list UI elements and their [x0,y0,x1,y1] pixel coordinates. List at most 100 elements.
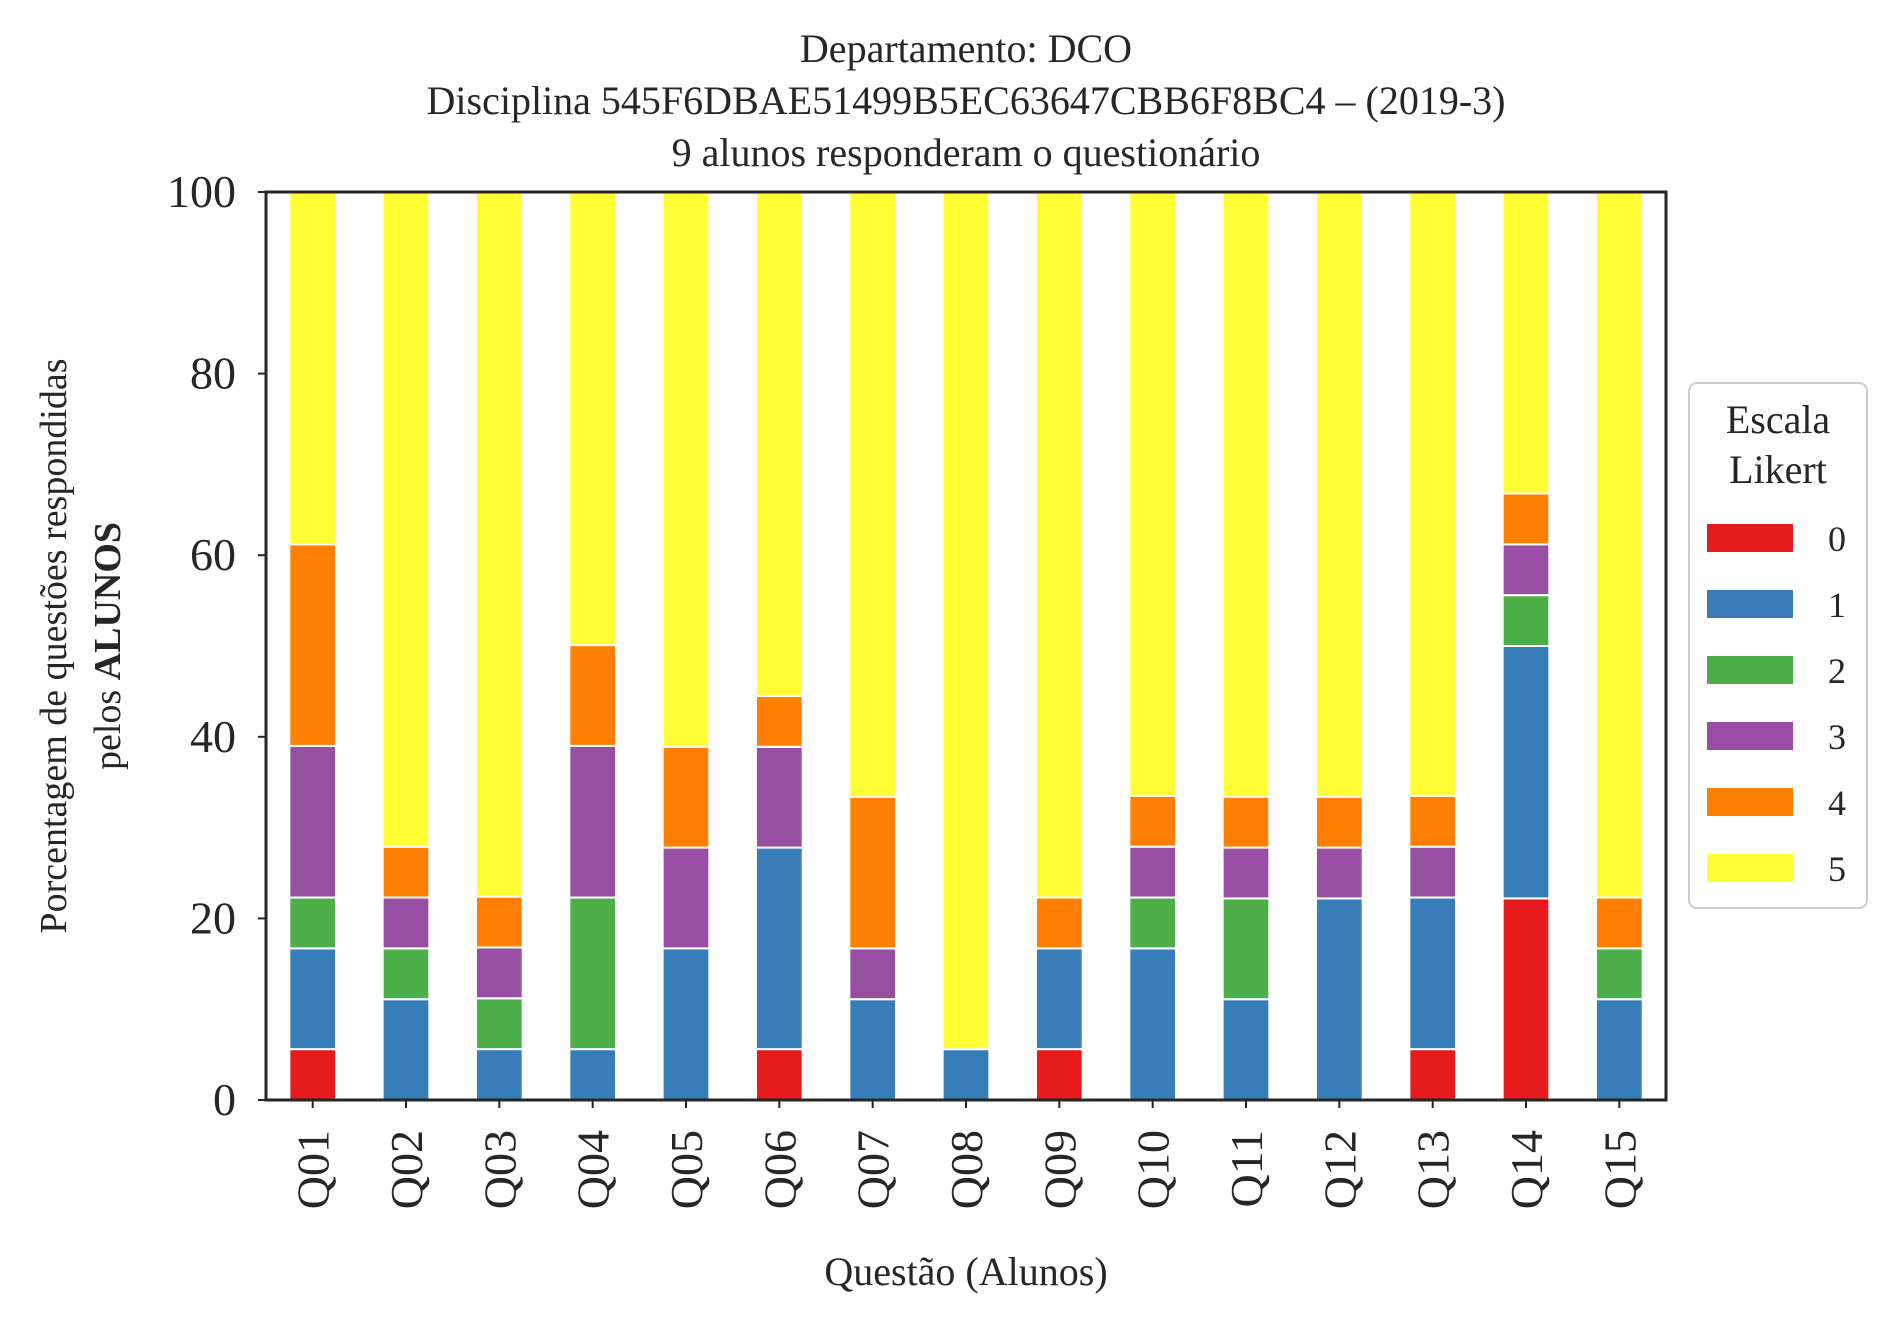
legend-label-2: 2 [1828,651,1846,691]
legend-label-1: 1 [1828,585,1846,625]
bar-q04-level-5 [568,191,617,647]
y-tick-label: 100 [167,166,236,217]
y-axis-label-prefix: pelos [87,680,129,770]
legend-swatch-1 [1707,590,1793,618]
bar-q02-level-2 [381,947,431,1001]
legend-swatch-0 [1707,524,1793,552]
bar-q15-level-2 [1595,947,1644,1001]
legend-label-5: 5 [1828,849,1846,889]
bar-q09-level-4 [1035,896,1084,950]
bar-q07-level-5 [848,191,897,798]
x-tick-label: Q12 [1314,1130,1365,1209]
bar-q11-level-1 [1221,998,1271,1101]
bar-q07-level-4 [848,795,897,950]
legend-label-4: 4 [1828,783,1846,823]
bar-q05-level-5 [661,191,711,748]
bar-q06-level-0 [755,1048,804,1101]
bar-q06-level-3 [755,745,804,849]
x-axis-ticks: Q01 Q02 Q03 Q04 Q05 Q06 Q07 Q08 Q09 Q10 Q11 Q12 Q13 Q… [288,1100,1645,1209]
bar-q13-level-3 [1408,845,1458,899]
x-tick-label: Q08 [941,1130,992,1209]
x-tick-label: Q01 [288,1130,339,1209]
legend-title-line-2: Likert [1729,447,1827,492]
chart-title: Departamento: DCO Disciplina 545F6DBAE51… [427,26,1506,175]
x-tick-label: Q10 [1128,1130,1179,1209]
bar-q15-level-4 [1595,896,1644,950]
x-tick-label: Q05 [661,1130,712,1209]
bar-q02-level-4 [381,845,431,899]
bar-q01-level-1 [288,947,338,1051]
bar-q01-level-0 [288,1048,338,1101]
bar-q12-level-3 [1315,846,1364,900]
bar-q11-level-5 [1221,191,1271,798]
bar-q04-level-3 [568,744,617,899]
y-tick-label: 60 [190,529,236,580]
bar-q14-level-0 [1501,897,1551,1102]
bar-q02-level-3 [381,896,431,950]
x-tick-label: Q13 [1408,1130,1459,1209]
bar-q03-level-3 [475,946,524,1000]
x-tick-label: Q14 [1501,1130,1552,1209]
bar-q05-level-3 [661,846,711,950]
bar-q03-level-2 [475,997,524,1051]
x-tick-label: Q04 [568,1130,619,1209]
bar-q05-level-1 [661,947,711,1102]
bar-q11-level-2 [1221,897,1271,1001]
bar-q14-level-4 [1501,492,1551,546]
bar-q15-level-1 [1595,998,1644,1101]
bar-q07-level-3 [848,947,897,1001]
bar-q08-level-5 [941,191,991,1051]
bar-q13-level-0 [1408,1048,1458,1101]
bar-q01-level-2 [288,896,338,950]
y-axis-ticks: 0 20 40 60 80 100 [167,166,266,1125]
bar-q13-level-1 [1408,896,1458,1051]
bar-q05-level-4 [661,745,711,849]
bar-q10-level-4 [1128,794,1178,848]
bar-q07-level-1 [848,998,897,1101]
bar-q06-level-5 [755,191,804,697]
x-tick-label: Q02 [381,1130,432,1209]
bar-q08-level-1 [941,1048,991,1101]
bar-q12-level-4 [1315,795,1364,849]
legend-label-3: 3 [1828,717,1846,757]
bar-q12-level-1 [1315,897,1364,1102]
bar-q01-level-5 [288,191,338,546]
bar-q03-level-4 [475,895,524,949]
legend-title-line-1: Escala [1726,397,1831,442]
bar-q10-level-5 [1128,191,1178,797]
legend-swatch-2 [1707,656,1793,684]
bar-q12-level-5 [1315,191,1364,798]
bar-q03-level-5 [475,191,524,898]
title-line-2: Disciplina 545F6DBAE51499B5EC63647CBB6F8… [427,78,1506,123]
x-tick-label: Q11 [1221,1130,1272,1208]
bar-q06-level-1 [755,846,804,1051]
bar-q09-level-0 [1035,1048,1084,1101]
x-axis-label: Questão (Alunos) [824,1249,1107,1294]
legend-swatch-5 [1707,854,1793,882]
x-tick-label: Q07 [848,1130,899,1209]
bar-q02-level-5 [381,191,431,848]
y-tick-label: 0 [213,1074,236,1125]
bar-q10-level-2 [1128,896,1178,950]
bar-q04-level-1 [568,1048,617,1101]
y-axis-label-line-2: pelos ALUNOS [87,522,129,770]
bar-q11-level-4 [1221,795,1271,849]
bar-q01-level-3 [288,744,338,899]
y-axis-label-line-1: Porcentagem de questões respondidas [33,358,75,933]
bar-q15-level-5 [1595,191,1644,899]
y-axis-label: Porcentagem de questões respondidas pelo… [33,358,129,933]
x-tick-label: Q06 [754,1130,805,1209]
bar-q10-level-3 [1128,845,1178,899]
bar-q14-level-3 [1501,543,1551,597]
bar-q13-level-5 [1408,191,1458,797]
legend-swatch-4 [1707,788,1793,816]
y-axis-label-bold: ALUNOS [87,522,129,680]
y-tick-label: 40 [190,711,236,762]
bar-q04-level-2 [568,896,617,1051]
legend-frame [1688,382,1868,909]
x-tick-label: Q09 [1034,1130,1085,1209]
bar-q11-level-3 [1221,846,1271,900]
bar-q10-level-1 [1128,947,1178,1102]
